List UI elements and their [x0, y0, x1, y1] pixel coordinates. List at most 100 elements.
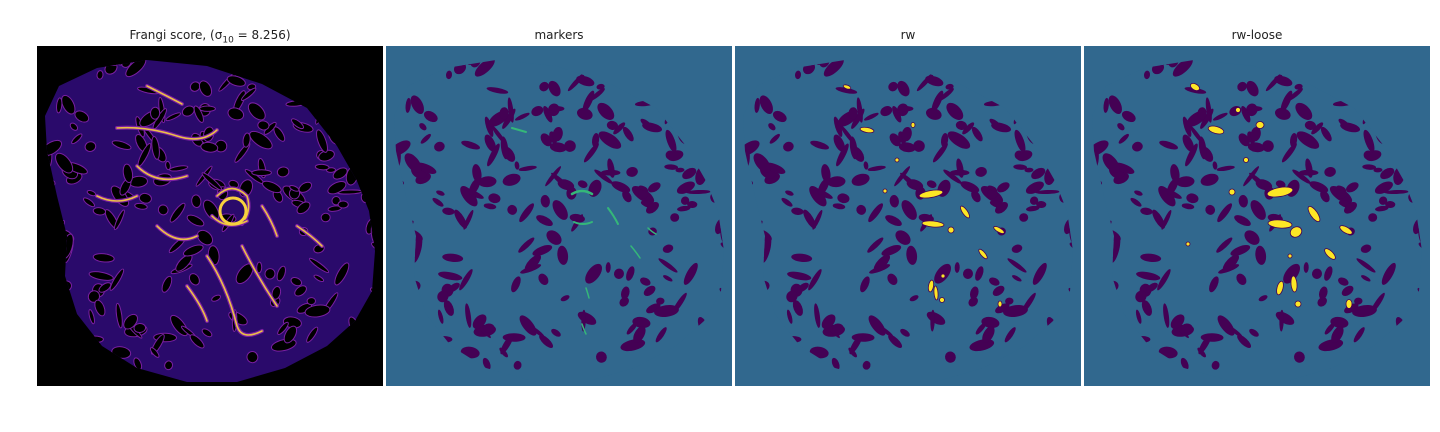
tissue-blob — [1275, 180, 1286, 189]
tissue-blob — [1016, 150, 1033, 162]
tissue-blob — [540, 194, 550, 208]
tissue-blob — [1244, 230, 1260, 245]
tissue-blob — [1262, 140, 1274, 152]
tissue-blob — [925, 75, 944, 87]
tissue-blob — [954, 262, 960, 273]
tissue-blob — [808, 269, 822, 291]
vessel-ring — [218, 196, 248, 226]
tissue-blob — [851, 173, 870, 186]
vessel-label — [1207, 125, 1225, 135]
tissue-blob — [576, 107, 593, 120]
tissue-blob — [622, 126, 634, 142]
tissue-blob — [55, 152, 74, 174]
tissue-blob — [1238, 133, 1250, 147]
tissue-blob — [420, 133, 431, 144]
tissue-blob — [1182, 134, 1195, 152]
tissue-blob — [1186, 193, 1199, 204]
tissue-blob — [949, 169, 970, 176]
tissue-blob — [867, 237, 884, 253]
tissue-blob — [1136, 271, 1161, 281]
tissue-blob — [1217, 315, 1235, 336]
tissue-blob — [551, 328, 561, 337]
tissue-blob — [1378, 196, 1388, 205]
tissue-blob — [620, 286, 630, 300]
tissue-blob — [1318, 339, 1344, 352]
tissue-blob — [123, 313, 138, 330]
tissue-blob — [138, 192, 152, 204]
tissue-blob — [898, 142, 916, 153]
tissue-blob — [595, 351, 607, 363]
tissue-blob — [1032, 262, 1047, 285]
tissue-blob — [1311, 268, 1323, 279]
tissue-blob — [680, 196, 690, 205]
tissue-blob — [1330, 316, 1349, 329]
tissue-blob — [486, 87, 509, 94]
tissue-blob — [61, 94, 76, 115]
tissue-blob — [1159, 140, 1178, 150]
tissue-blob — [560, 295, 570, 302]
tissue-blob — [507, 204, 518, 215]
tissue-blob — [1338, 277, 1349, 286]
tissue-blob — [1381, 262, 1396, 285]
tissue-blob — [1011, 244, 1023, 253]
tissue-blob — [1216, 237, 1233, 253]
tissue-blob — [860, 276, 870, 293]
tissue-blob — [640, 118, 653, 129]
tissue-blob — [454, 209, 468, 229]
tissue-blob — [687, 200, 698, 209]
tissue-blob — [405, 97, 411, 113]
tissue-blob — [814, 303, 821, 328]
vessel-label — [927, 279, 935, 293]
tissue-blob — [656, 297, 665, 305]
tissue-blob — [513, 360, 522, 370]
tissue-blob — [1241, 105, 1251, 123]
rw-canvas — [735, 46, 1081, 386]
tissue-blob — [989, 277, 1000, 286]
tissue-blob — [1295, 102, 1313, 120]
vessel-label — [511, 127, 527, 133]
tissue-blob — [868, 315, 886, 336]
tissue-blob — [901, 126, 912, 142]
tissue-blob — [887, 273, 898, 285]
vessel-label — [921, 220, 945, 228]
tissue-blob — [622, 190, 632, 203]
tissue-blob — [792, 300, 803, 316]
tissue-blob — [646, 201, 659, 214]
tissue-blob — [82, 197, 96, 208]
vessel-label — [570, 189, 594, 196]
tissue-blob — [191, 194, 202, 208]
vessel-label — [1266, 186, 1294, 198]
tissue-blob — [460, 186, 478, 207]
tissue-blob — [995, 303, 1010, 314]
vessel-label — [859, 126, 875, 134]
tissue-blob — [895, 230, 911, 245]
tissue-blob — [1317, 296, 1327, 307]
tissue-blob — [664, 164, 679, 170]
vessel-label — [1228, 188, 1236, 196]
vessel-label — [933, 285, 939, 301]
tissue-blob — [111, 140, 132, 150]
tissue-blob — [483, 203, 497, 210]
tissue-blob — [1324, 266, 1333, 281]
tissue-blob — [434, 141, 445, 152]
tissue-blob — [96, 70, 104, 80]
tissue-blob — [1117, 123, 1125, 131]
tissue-blob — [925, 107, 942, 120]
tissue-blob — [419, 123, 427, 131]
vessel-label — [647, 227, 657, 235]
tissue-blob — [597, 102, 615, 120]
tissue-blob — [585, 263, 603, 284]
vessel-label — [947, 226, 955, 234]
tissue-blob — [648, 182, 661, 193]
tissue-blob — [821, 164, 831, 183]
vessel-label — [894, 157, 900, 163]
vessel-label — [882, 188, 888, 194]
tissue-blob — [1135, 309, 1142, 324]
tissue-blob — [1118, 133, 1129, 144]
tissue-blob — [423, 110, 438, 123]
tissue-blob — [92, 207, 107, 216]
tissue-blob — [182, 244, 204, 257]
tissue-blob — [227, 107, 245, 121]
vessel-response-peak — [211, 215, 248, 226]
vessel-response-peak — [116, 126, 218, 140]
